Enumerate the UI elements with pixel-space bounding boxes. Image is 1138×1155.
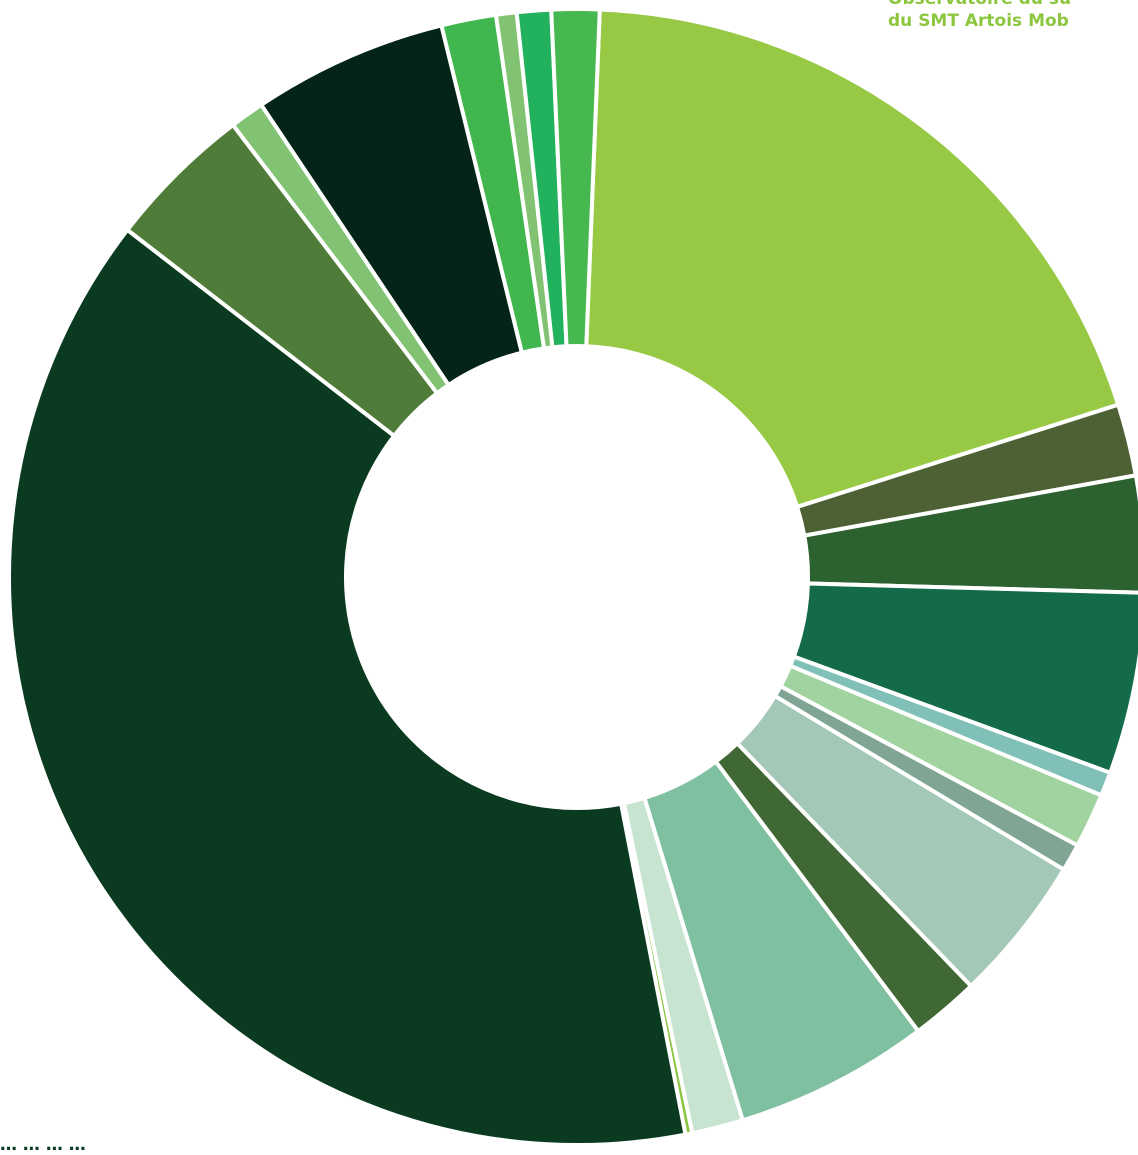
- footnote-text: … … … …: [0, 1135, 86, 1155]
- donut-slice-3: [801, 473, 1138, 595]
- source-caption-line1: Observatoire du su: [888, 0, 1071, 10]
- donut-slice-13: [7, 227, 688, 1145]
- donut-slice-1: [584, 7, 1121, 510]
- source-caption: Observatoire du su du SMT Artois Mob: [888, 0, 1071, 32]
- donut-slice-20: [549, 7, 602, 349]
- source-caption-line2: du SMT Artois Mob: [888, 11, 1069, 31]
